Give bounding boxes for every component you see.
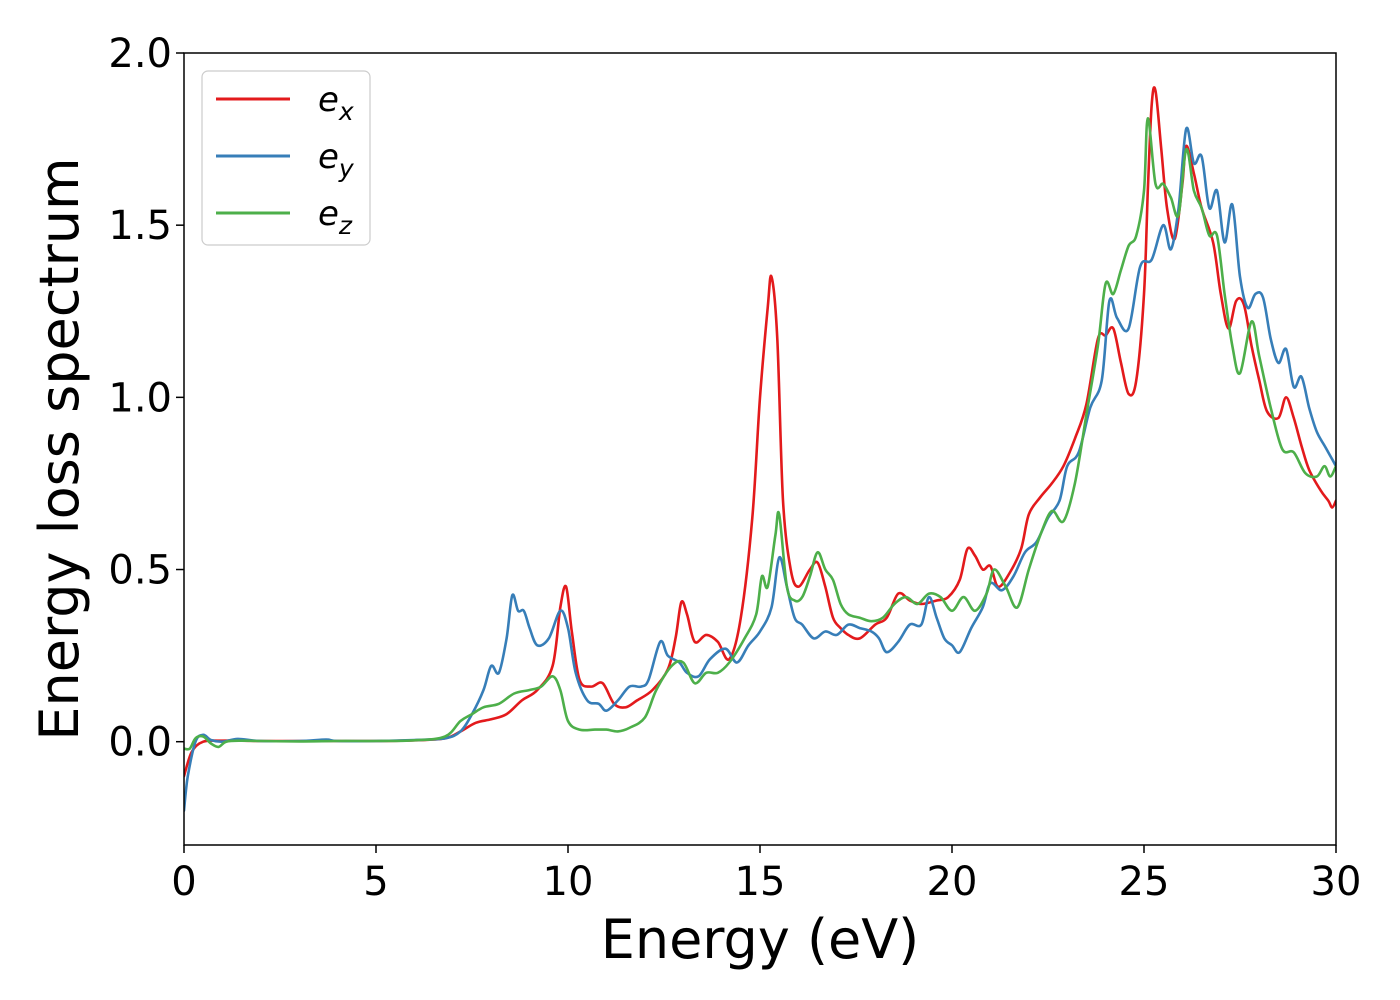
- x-tick-label: 5: [363, 859, 388, 905]
- legend-label-x: ex: [318, 80, 354, 126]
- y-tick-label: 0.0: [108, 720, 172, 766]
- y-tick-label: 1.0: [108, 375, 172, 421]
- series-line-z: [184, 117, 1336, 751]
- legend-label-z: ez: [318, 194, 353, 240]
- y-tick-label: 0.5: [108, 548, 172, 594]
- x-axis-ticks: 0 5 10 15 20 25 30: [171, 845, 1361, 905]
- series-line-y: [184, 126, 1336, 812]
- series-layer: [184, 86, 1336, 812]
- x-tick-label: 10: [543, 859, 594, 905]
- x-tick-label: 30: [1311, 859, 1362, 905]
- y-tick-label: 1.5: [108, 203, 172, 249]
- y-axis-label: Energy loss spectrum: [28, 157, 91, 740]
- legend-entries: ex ey ez: [216, 80, 355, 240]
- y-tick-label: 2.0: [108, 31, 172, 77]
- series-line-x: [184, 86, 1336, 778]
- legend-box: [201, 70, 371, 246]
- legend: ex ey ez: [201, 70, 371, 246]
- x-tick-label: 0: [171, 859, 196, 905]
- x-tick-label: 20: [927, 859, 978, 905]
- x-axis-label: Energy (eV): [601, 908, 920, 971]
- y-axis-ticks: 0.0 0.5 1.0 1.5 2.0: [108, 31, 184, 766]
- x-tick-label: 25: [1119, 859, 1170, 905]
- x-tick-label: 15: [735, 859, 786, 905]
- legend-label-y: ey: [318, 137, 355, 183]
